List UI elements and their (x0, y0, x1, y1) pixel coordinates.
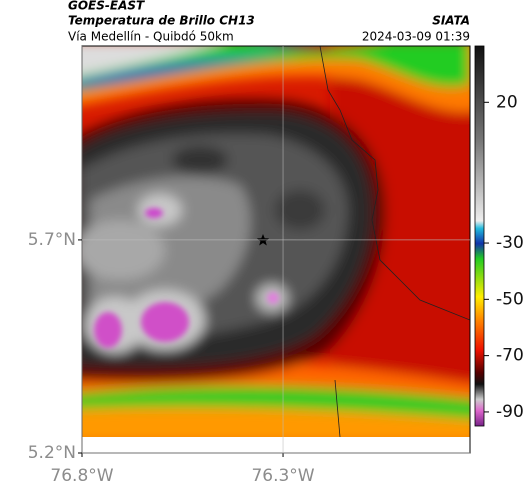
y-tick-label: 5.2°N (28, 443, 76, 463)
colorbar-tick-label: -90 (496, 402, 524, 422)
satellite-image (82, 46, 470, 437)
x-tick-label: 76.3°W (251, 466, 314, 486)
x-tick-label: 76.8°W (50, 466, 113, 486)
source: SIATA (432, 14, 470, 28)
subtitle: Temperatura de Brillo CH13 (68, 14, 255, 28)
colorbar-tick-label: 20 (496, 92, 518, 112)
colorbar-tick-label: -50 (496, 289, 524, 309)
colorbar-tick-label: -30 (496, 233, 524, 253)
colorbar-tick-label: -70 (496, 346, 524, 366)
colorbar (474, 45, 485, 427)
y-tick-label: 5.7°N (28, 230, 76, 250)
location: Vía Medellín - Quibdó 50km (68, 30, 234, 44)
title: GOES-EAST (68, 0, 145, 13)
datetime: 2024-03-09 01:39 (362, 30, 470, 44)
